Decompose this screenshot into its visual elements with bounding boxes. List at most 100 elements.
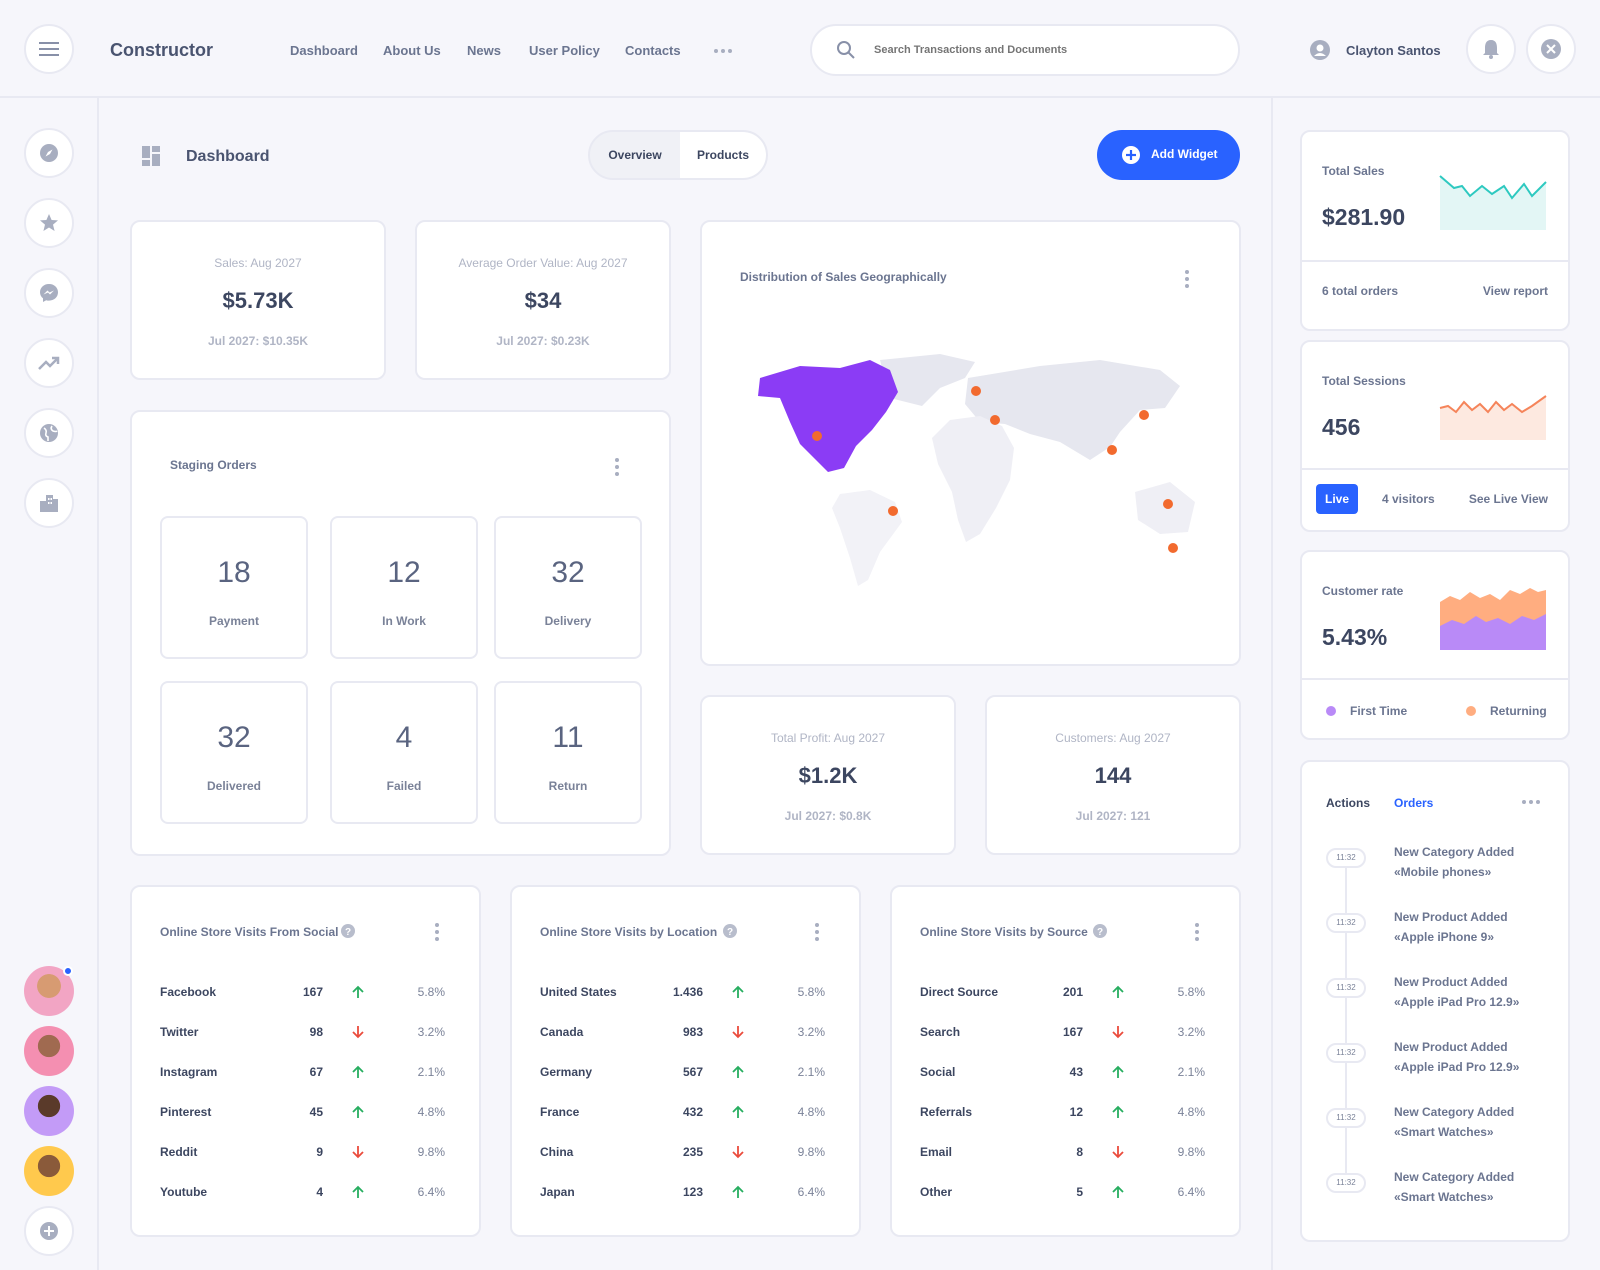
row-percent: 4.8% <box>417 1105 445 1119</box>
help-icon[interactable]: ? <box>722 923 738 939</box>
feed-time-badge: 11:32 <box>1326 913 1366 933</box>
staging-orders-card: Staging Orders 18 Payment 12 In Work 32 Del… <box>130 410 671 856</box>
table-row[interactable]: Search 167 3.2% <box>920 1025 1205 1045</box>
menu-button[interactable] <box>24 24 74 74</box>
sidebar-favorites[interactable] <box>24 198 74 248</box>
status-tile[interactable]: 4 Failed <box>330 681 478 824</box>
table-row[interactable]: Referrals 12 4.8% <box>920 1105 1205 1125</box>
user-avatar-icon[interactable] <box>1310 40 1330 60</box>
search-box[interactable] <box>810 24 1240 76</box>
sidebar-trends[interactable] <box>24 338 74 388</box>
trending-up-icon <box>38 356 60 370</box>
user-name[interactable]: Clayton Santos <box>1346 43 1441 58</box>
legend-returning: Returning <box>1490 704 1547 718</box>
row-value: 43 <box>1069 1065 1083 1079</box>
nav-user-policy[interactable]: User Policy <box>529 43 600 58</box>
tab-orders[interactable]: Orders <box>1394 796 1434 810</box>
sidebar-buildings[interactable] <box>24 478 74 528</box>
top-bar: Constructor Dashboard About Us News User… <box>0 0 1600 98</box>
feed-item-subject: «Apple iPhone 9» <box>1394 930 1495 944</box>
status-tile[interactable]: 11 Return <box>494 681 642 824</box>
status-tile[interactable]: 32 Delivered <box>160 681 308 824</box>
total-sessions-sparkline <box>1439 395 1547 440</box>
help-icon[interactable]: ? <box>1092 923 1108 939</box>
search-input[interactable] <box>874 40 1214 60</box>
table-row[interactable]: Canada 983 3.2% <box>540 1025 825 1045</box>
row-name: Reddit <box>160 1145 198 1159</box>
see-live-view-link[interactable]: See Live View <box>1468 492 1548 506</box>
close-button[interactable] <box>1526 24 1576 74</box>
table-row[interactable]: Reddit 9 9.8% <box>160 1145 445 1165</box>
table-row[interactable]: Social 43 2.1% <box>920 1065 1205 1085</box>
notifications-button[interactable] <box>1466 24 1516 74</box>
tab-actions[interactable]: Actions <box>1326 796 1371 810</box>
nav-news[interactable]: News <box>467 43 501 58</box>
view-report-link[interactable]: View report <box>1482 284 1548 298</box>
status-tile[interactable]: 18 Payment <box>160 516 308 659</box>
card-label: Total Sessions <box>1322 374 1406 388</box>
table-row[interactable]: Pinterest 45 4.8% <box>160 1105 445 1125</box>
nav-dashboard[interactable]: Dashboard <box>290 43 358 58</box>
table-row[interactable]: France 432 4.8% <box>540 1105 825 1125</box>
table-row[interactable]: Japan 123 6.4% <box>540 1185 825 1205</box>
table-row[interactable]: Germany 567 2.1% <box>540 1065 825 1085</box>
table-row[interactable]: Instagram 67 2.1% <box>160 1065 445 1085</box>
add-widget-button[interactable]: Add Widget <box>1097 130 1240 180</box>
more-options-icon[interactable] <box>614 458 620 476</box>
feed-item[interactable]: New Product Added «Apple iPhone 9» <box>1394 907 1508 947</box>
more-options-icon[interactable] <box>1184 270 1190 288</box>
arrow-up-icon <box>1112 1185 1124 1198</box>
feed-item[interactable]: New Product Added «Apple iPad Pro 12.9» <box>1394 972 1519 1012</box>
table-row[interactable]: Twitter 98 3.2% <box>160 1025 445 1045</box>
feed-item-title: New Category Added <box>1394 1170 1515 1184</box>
table-row[interactable]: Email 8 9.8% <box>920 1145 1205 1165</box>
sidebar-globe[interactable] <box>24 408 74 458</box>
status-tile[interactable]: 12 In Work <box>330 516 478 659</box>
table-row[interactable]: China 235 9.8% <box>540 1145 825 1165</box>
card-title: Distribution of Sales Geographically <box>740 270 947 284</box>
table-row[interactable]: Direct Source 201 5.8% <box>920 985 1205 1005</box>
arrow-down-icon <box>732 1026 744 1039</box>
tab-overview[interactable]: Overview <box>608 148 662 162</box>
nav-about-us[interactable]: About Us <box>383 43 441 58</box>
team-avatar-3[interactable] <box>24 1086 74 1136</box>
more-options-icon[interactable] <box>434 923 440 941</box>
table-row[interactable]: United States 1.436 5.8% <box>540 985 825 1005</box>
add-member-button[interactable] <box>24 1206 74 1256</box>
left-divider <box>97 98 99 1270</box>
team-avatar-4[interactable] <box>24 1146 74 1196</box>
feed-item[interactable]: New Category Added «Smart Watches» <box>1394 1102 1514 1142</box>
more-options-icon[interactable] <box>1194 923 1200 941</box>
feed-item[interactable]: New Category Added «Mobile phones» <box>1394 842 1514 882</box>
feed-item[interactable]: New Category Added «Smart Watches» <box>1394 1167 1514 1207</box>
total-sales-card: Total Sales $281.90 6 total orders View … <box>1300 130 1570 331</box>
table-row[interactable]: Youtube 4 6.4% <box>160 1185 445 1205</box>
table-row[interactable]: Other 5 6.4% <box>920 1185 1205 1205</box>
sales-pin-australia <box>1168 543 1178 553</box>
table-row[interactable]: Facebook 167 5.8% <box>160 985 445 1005</box>
feed-item[interactable]: New Product Added «Apple iPad Pro 12.9» <box>1394 1037 1519 1077</box>
svg-text:?: ? <box>345 927 351 938</box>
live-badge[interactable]: Live <box>1316 484 1358 514</box>
status-tile[interactable]: 32 Delivery <box>494 516 642 659</box>
tab-products[interactable]: Products <box>680 132 766 178</box>
row-percent: 6.4% <box>797 1185 825 1199</box>
more-options-icon[interactable] <box>814 923 820 941</box>
arrow-down-icon <box>1112 1026 1124 1039</box>
help-icon[interactable]: ? <box>340 923 356 939</box>
sidebar-explore[interactable] <box>24 128 74 178</box>
messenger-icon <box>40 284 58 302</box>
row-percent: 4.8% <box>797 1105 825 1119</box>
tile-count: 32 <box>217 721 251 754</box>
sales-pin-indonesia <box>1163 499 1173 509</box>
row-value: 4 <box>316 1185 323 1199</box>
nav-contacts[interactable]: Contacts <box>625 43 681 58</box>
row-percent: 6.4% <box>1177 1185 1205 1199</box>
team-avatar-2[interactable] <box>24 1026 74 1076</box>
sidebar-messages[interactable] <box>24 268 74 318</box>
more-nav-icon[interactable] <box>714 49 732 53</box>
kpi-sales-card: Sales: Aug 2027 $5.73K Jul 2027: $10.35K <box>130 220 386 380</box>
more-options-icon[interactable] <box>1522 800 1540 804</box>
kpi-sub: Jul 2027: $0.23K <box>496 334 590 348</box>
card-label: Customer rate <box>1322 584 1404 598</box>
